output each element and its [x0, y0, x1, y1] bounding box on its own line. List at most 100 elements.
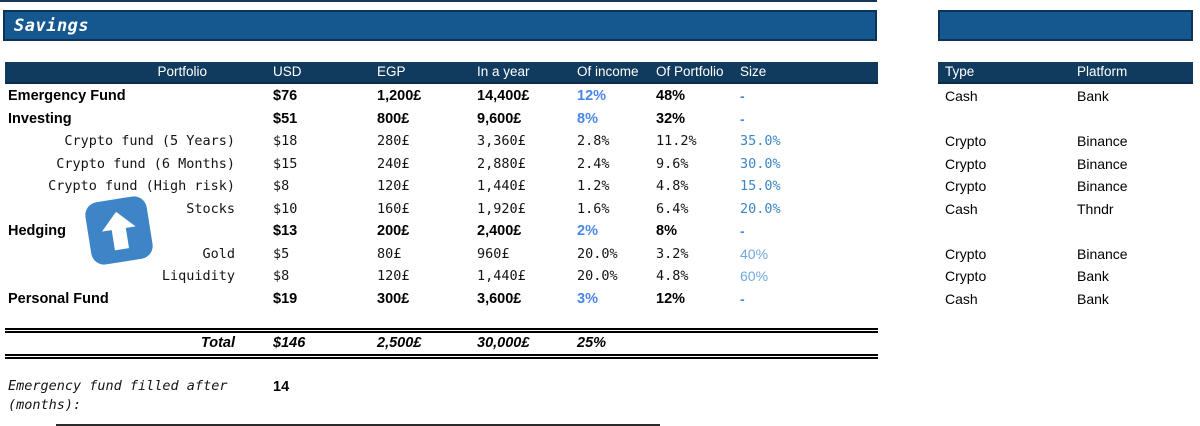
size-cell[interactable]: 35.0%	[740, 133, 781, 150]
of-income-cell[interactable]: 20.0%	[577, 268, 618, 285]
of-income-cell[interactable]: 20.0%	[577, 245, 618, 262]
type-cell[interactable]: Crypto	[945, 245, 987, 262]
portfolio-cell[interactable]: Crypto fund (5 Years)	[64, 133, 235, 150]
type-cell[interactable]: Cash	[945, 200, 978, 217]
footnote-label[interactable]: Emergency fund filled after (months):	[8, 378, 228, 413]
of-portfolio-cell[interactable]: 9.6%	[656, 155, 689, 172]
portfolio-cell[interactable]: Emergency Fund	[8, 88, 126, 105]
egp-cell[interactable]: 120£	[377, 178, 410, 195]
portfolio-cell[interactable]: Crypto fund (6 Months)	[56, 155, 235, 172]
size-cell[interactable]: -	[740, 110, 745, 127]
of-income-cell[interactable]: 1.6%	[577, 200, 610, 217]
platform-cell[interactable]: Bank	[1077, 290, 1109, 307]
arrow-up-icon[interactable]	[83, 194, 155, 267]
of-portfolio-cell[interactable]: 4.8%	[656, 268, 689, 285]
usd-cell[interactable]: $13	[273, 223, 298, 240]
of-income-cell[interactable]: 2%	[577, 223, 598, 240]
total-label[interactable]: Total	[200, 335, 235, 351]
in-a-year-cell[interactable]: 960£	[477, 245, 510, 262]
usd-cell[interactable]: $76	[273, 88, 298, 105]
egp-cell[interactable]: 1,200£	[377, 88, 422, 105]
egp-cell[interactable]: 800£	[377, 110, 410, 127]
size-cell[interactable]: 40%	[740, 245, 769, 262]
portfolio-cell[interactable]: Liquidity	[161, 268, 235, 285]
in-a-year-cell[interactable]: 3,600£	[477, 290, 522, 307]
of-income-cell[interactable]: 1.2%	[577, 178, 610, 195]
of-portfolio-cell[interactable]: 32%	[656, 110, 686, 127]
egp-cell[interactable]: 80£	[377, 245, 402, 262]
portfolio-cell[interactable]: Hedging	[8, 223, 66, 240]
total-egp[interactable]: 2,500£	[377, 335, 422, 351]
in-a-year-cell[interactable]: 9,600£	[477, 110, 522, 127]
egp-cell[interactable]: 300£	[377, 290, 410, 307]
column-header-size[interactable]: Size	[740, 64, 767, 79]
portfolio-cell[interactable]: Gold	[202, 245, 235, 262]
platform-cell[interactable]: Binance	[1077, 133, 1128, 150]
size-cell[interactable]: 30.0%	[740, 155, 781, 172]
of-income-cell[interactable]: 12%	[577, 88, 607, 105]
egp-cell[interactable]: 160£	[377, 200, 410, 217]
type-cell[interactable]: Crypto	[945, 133, 987, 150]
of-portfolio-cell[interactable]: 6.4%	[656, 200, 689, 217]
total-of-income[interactable]: 25%	[577, 335, 607, 351]
portfolio-cell[interactable]: Crypto fund (High risk)	[48, 178, 235, 195]
size-cell[interactable]: 15.0%	[740, 178, 781, 195]
platform-cell[interactable]: Bank	[1077, 88, 1109, 105]
type-cell[interactable]: Crypto	[945, 268, 987, 285]
platform-cell[interactable]: Binance	[1077, 245, 1128, 262]
in-a-year-cell[interactable]: 1,920£	[477, 200, 526, 217]
usd-cell[interactable]: $51	[273, 110, 298, 127]
usd-cell[interactable]: $15	[273, 155, 298, 172]
total-usd[interactable]: $146	[273, 335, 306, 351]
of-portfolio-cell[interactable]: 12%	[656, 290, 686, 307]
column-header-egp[interactable]: EGP	[377, 64, 406, 79]
usd-cell[interactable]: $18	[273, 133, 298, 150]
of-income-cell[interactable]: 2.4%	[577, 155, 610, 172]
usd-cell[interactable]: $8	[273, 178, 290, 195]
in-a-year-cell[interactable]: 14,400£	[477, 88, 530, 105]
of-portfolio-cell[interactable]: 3.2%	[656, 245, 689, 262]
of-income-cell[interactable]: 8%	[577, 110, 598, 127]
column-header-usd[interactable]: USD	[273, 64, 302, 79]
egp-cell[interactable]: 280£	[377, 133, 410, 150]
of-portfolio-cell[interactable]: 4.8%	[656, 178, 689, 195]
in-a-year-cell[interactable]: 2,400£	[477, 223, 522, 240]
of-portfolio-cell[interactable]: 11.2%	[656, 133, 697, 150]
portfolio-cell[interactable]: Stocks	[186, 200, 235, 217]
size-cell[interactable]: 20.0%	[740, 200, 781, 217]
in-a-year-cell[interactable]: 3,360£	[477, 133, 526, 150]
total-in-a-year[interactable]: 30,000£	[477, 335, 530, 351]
size-cell[interactable]: -	[740, 290, 745, 307]
of-income-cell[interactable]: 3%	[577, 290, 598, 307]
of-income-cell[interactable]: 2.8%	[577, 133, 610, 150]
in-a-year-cell[interactable]: 2,880£	[477, 155, 526, 172]
of-portfolio-cell[interactable]: 48%	[656, 88, 686, 105]
type-cell[interactable]: Cash	[945, 88, 978, 105]
of-portfolio-cell[interactable]: 8%	[656, 223, 677, 240]
portfolio-cell[interactable]: Investing	[8, 110, 72, 127]
egp-cell[interactable]: 120£	[377, 268, 410, 285]
usd-cell[interactable]: $10	[273, 200, 298, 217]
column-header-type[interactable]: Type	[945, 64, 975, 79]
in-a-year-cell[interactable]: 1,440£	[477, 268, 526, 285]
footnote-value[interactable]: 14	[273, 379, 290, 395]
column-header-of-portfolio[interactable]: Of Portfolio	[656, 64, 724, 79]
type-cell[interactable]: Crypto	[945, 178, 987, 195]
column-header-of-income[interactable]: Of income	[577, 64, 639, 79]
platform-cell[interactable]: Binance	[1077, 155, 1128, 172]
type-cell[interactable]: Cash	[945, 290, 978, 307]
column-header-in-a-year[interactable]: In a year	[477, 64, 530, 79]
usd-cell[interactable]: $8	[273, 268, 290, 285]
size-cell[interactable]: -	[740, 223, 745, 240]
platform-cell[interactable]: Bank	[1077, 268, 1109, 285]
column-header-portfolio[interactable]: Portfolio	[157, 64, 207, 79]
column-header-platform[interactable]: Platform	[1077, 64, 1128, 79]
size-cell[interactable]: 60%	[740, 268, 769, 285]
usd-cell[interactable]: $5	[273, 245, 290, 262]
platform-cell[interactable]: Binance	[1077, 178, 1128, 195]
in-a-year-cell[interactable]: 1,440£	[477, 178, 526, 195]
egp-cell[interactable]: 200£	[377, 223, 410, 240]
size-cell[interactable]: -	[740, 88, 745, 105]
portfolio-cell[interactable]: Personal Fund	[8, 290, 109, 307]
type-cell[interactable]: Crypto	[945, 155, 987, 172]
